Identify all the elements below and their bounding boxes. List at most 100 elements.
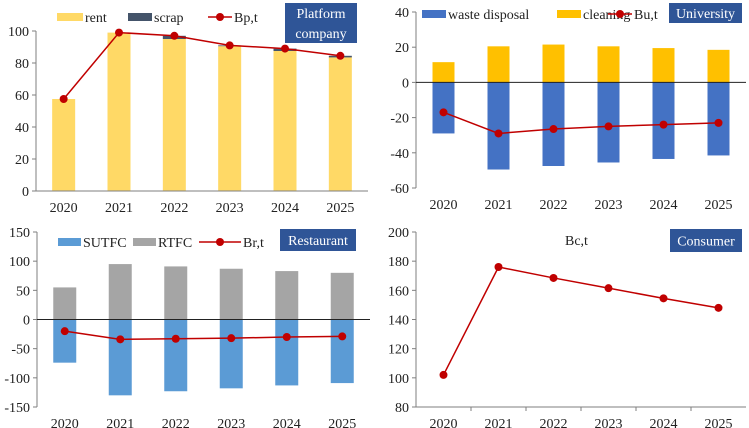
data-point: [59, 95, 68, 103]
y-tick-label: 140: [388, 314, 409, 329]
y-tick-label: 50: [16, 284, 30, 299]
legend-swatch: [422, 10, 446, 18]
x-tick-label: 2021: [105, 201, 133, 216]
y-tick-label: 100: [9, 255, 30, 270]
bar-waste-disposal: [487, 82, 510, 170]
legend-label: Bc,t: [565, 234, 588, 249]
x-tick-label: 2024: [273, 417, 301, 428]
legend-label: Bp,t: [234, 11, 258, 26]
y-tick-label: 180: [388, 255, 409, 270]
panel-restaurant: -150 -100 -50 0 50 100 150 2020 2021 2022 2023 2024…: [4, 226, 370, 428]
x-tick-label: 2020: [430, 198, 458, 213]
x-tick-label: 2022: [540, 417, 568, 428]
legend: SUTFC RTFC Br,t: [58, 236, 264, 251]
y-tick-label: 40: [15, 121, 29, 136]
y-tick-label: 0: [23, 314, 30, 329]
x-tick-label: 2023: [217, 417, 245, 428]
data-point: [549, 125, 558, 134]
x-tick-label: 2024: [650, 198, 678, 213]
bar-rtfc: [108, 264, 132, 320]
panel-title-badge: [280, 229, 356, 251]
x-tick-label: 2021: [485, 417, 513, 428]
data-point: [604, 122, 613, 131]
x-tick-label: 2023: [216, 201, 244, 216]
data-point: [659, 120, 668, 129]
bar-rent: [218, 46, 242, 192]
y-tick-label: 100: [8, 25, 29, 40]
bar-rtfc: [164, 266, 188, 320]
panel-title-badge: [670, 229, 742, 252]
line-bu-t: [443, 111, 719, 135]
panel-consumer: 80 100 120 140 160 180 200 2020 2021 2022 2023 2024…: [388, 226, 746, 428]
data-point: [439, 108, 448, 117]
data-point: [439, 370, 448, 379]
bar-sutfc: [53, 319, 77, 363]
data-point: [225, 41, 234, 50]
data-point: [494, 263, 503, 271]
legend: Bc,t: [565, 234, 588, 249]
data-point: [714, 118, 723, 127]
y-tick-label: 20: [15, 153, 29, 168]
bar-rent: [107, 32, 131, 191]
data-point: [227, 334, 236, 343]
y-tick-label: 100: [388, 372, 409, 387]
panel-title-badge: [669, 3, 742, 23]
legend-swatch: [128, 13, 152, 21]
legend-label: SUTFC: [83, 236, 127, 251]
data-point: [336, 51, 345, 60]
legend-label: RTFC: [158, 236, 192, 251]
y-tick-label: -20: [390, 112, 409, 127]
legend-marker: [216, 13, 224, 21]
y-tick-label: 20: [395, 41, 409, 56]
x-tick-label: 2023: [595, 198, 623, 213]
x-tick-label: 2022: [160, 201, 188, 216]
data-point: [60, 327, 69, 336]
bar-rent: [273, 51, 297, 191]
bar-sutfc: [108, 319, 132, 396]
bar-sutfc: [330, 319, 354, 384]
x-tick-label: 2025: [326, 201, 354, 216]
bar-sutfc: [164, 319, 188, 392]
x-tick-label: 2021: [106, 417, 134, 428]
legend: waste disposal cleaning Bu,t: [422, 8, 658, 23]
y-tick-label: 200: [388, 226, 409, 241]
x-tick-label: 2024: [650, 417, 678, 428]
bar-cleaning: [542, 44, 565, 83]
legend-marker: [216, 238, 224, 246]
bar-cleaning: [487, 46, 510, 83]
legend-label: scrap: [154, 11, 184, 26]
bar-rtfc: [53, 287, 77, 320]
bar-sutfc: [219, 319, 243, 389]
legend-swatch: [58, 238, 81, 246]
legend-swatch: [557, 10, 581, 18]
data-point: [549, 273, 558, 282]
line-br-t: [64, 330, 343, 341]
panel-title: University: [676, 7, 735, 22]
y-tick-label: 0: [402, 76, 409, 91]
y-tick-label: 80: [15, 57, 29, 72]
data-point: [714, 303, 723, 312]
bar-rent: [52, 99, 76, 191]
data-point: [115, 28, 123, 37]
bar-cleaning: [652, 48, 675, 83]
bar-cleaning: [707, 49, 730, 83]
y-tick-label: 80: [395, 401, 409, 416]
line-bc-t: [442, 266, 719, 376]
data-point: [282, 333, 291, 341]
x-tick-label: 2021: [485, 198, 513, 213]
data-point: [338, 332, 347, 341]
legend-label: Br,t: [243, 236, 264, 251]
x-tick-label: 2025: [705, 198, 733, 213]
panel-title: Restaurant: [288, 234, 348, 249]
bar-cleaning: [597, 46, 620, 83]
x-tick-label: 2025: [328, 417, 356, 428]
data-point: [281, 44, 289, 53]
y-tick-label: 40: [395, 6, 409, 21]
panel-platform-company: 0 20 40 60 80 100 2020 2021 2022 2023 2024 2025 rent…: [8, 3, 368, 216]
legend: rent scrap Bp,t: [57, 11, 258, 26]
bar-rtfc: [219, 268, 243, 320]
data-point: [171, 334, 180, 343]
legend-label: Bu,t: [634, 8, 658, 23]
y-tick-label: 150: [9, 226, 30, 241]
